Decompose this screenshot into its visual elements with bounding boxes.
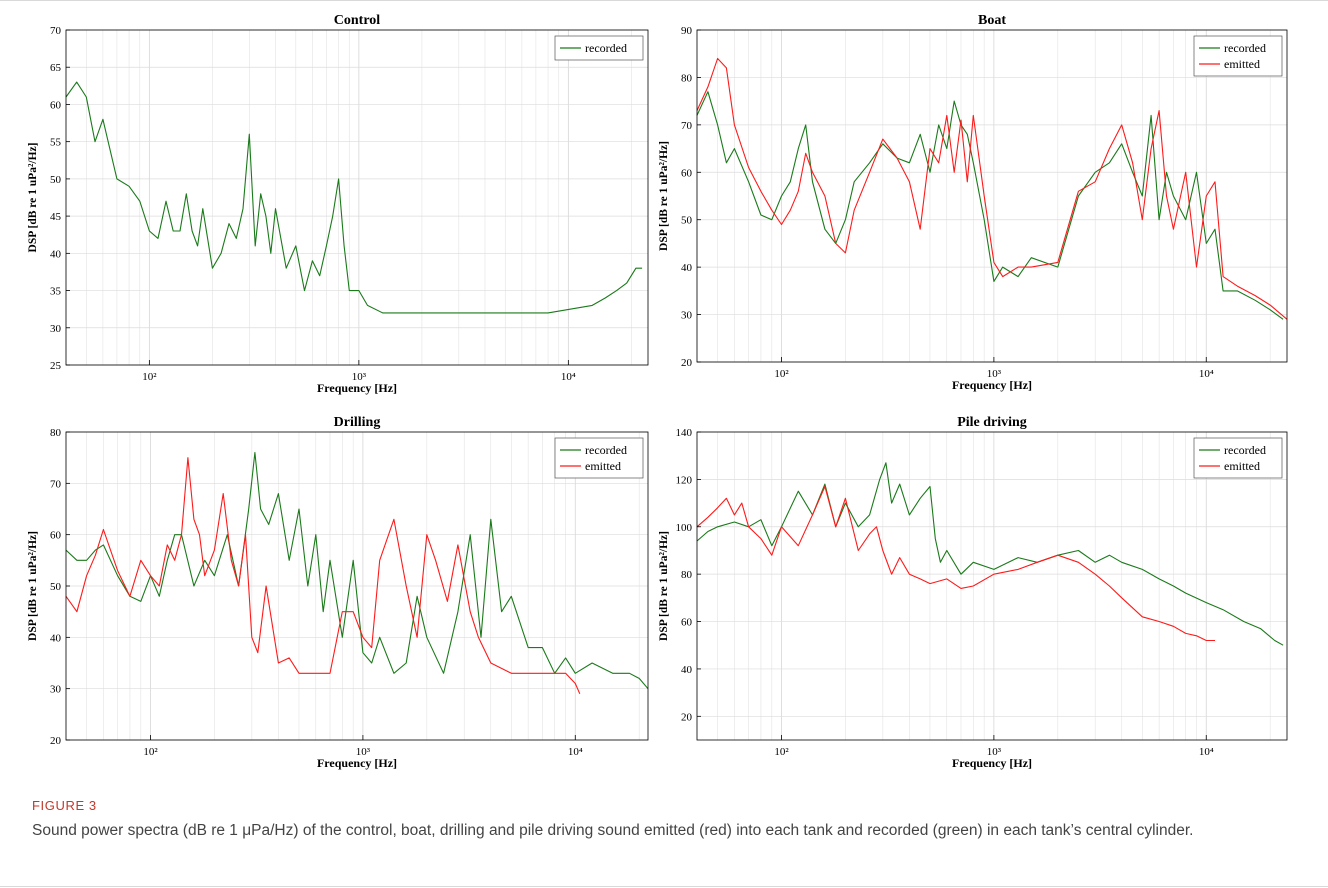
chart-drilling-legend <box>554 437 644 479</box>
chart-boat-title: Boat <box>978 13 1006 28</box>
chart-boat-y-axis-label: DSP [dB re 1 uPa²/Hz] <box>658 141 670 251</box>
chart-boat-y-tick-label: 40 <box>681 262 693 274</box>
chart-pile-driving: 20 40 60 80 100 120 140 10² 10³ 10⁴ Pile driving Fr… <box>658 415 1288 770</box>
chart-boat-y-tick-label: 60 <box>681 167 693 179</box>
chart-control-x-tick-label: 10⁴ <box>561 371 576 383</box>
chart-boat-legend <box>1193 35 1283 77</box>
chart-boat-x-tick-label: 10³ <box>987 368 1002 380</box>
chart-pile-driving-legend <box>1193 437 1283 479</box>
top-divider <box>0 0 1328 1</box>
chart-drilling-x-tick-label: 10⁴ <box>568 746 583 758</box>
chart-control-plot-area <box>66 30 648 365</box>
chart-drilling-x-axis-label: Frequency [Hz] <box>317 756 397 770</box>
chart-control-series-recorded <box>65 81 643 314</box>
figure-label: FIGURE 3 <box>32 798 97 813</box>
chart-drilling-y-tick-label: 20 <box>50 735 62 747</box>
chart-pile-driving-y-axis-label: DSP [dB re 1 uPa²/Hz] <box>658 531 670 641</box>
chart-pile-driving-y-tick-label: 120 <box>676 474 693 486</box>
chart-boat-plot-area <box>697 30 1287 362</box>
chart-control-y-tick-label: 70 <box>50 25 62 37</box>
chart-drilling-y-tick-label: 70 <box>50 478 62 490</box>
chart-pile-driving-y-tick-label: 60 <box>681 617 693 629</box>
chart-control-x-tick-label: 10² <box>142 371 157 383</box>
chart-drilling-y-tick-label: 60 <box>50 530 62 542</box>
chart-drilling-y-tick-label: 40 <box>50 632 62 644</box>
chart-control-y-tick-label: 40 <box>50 248 62 260</box>
chart-boat-x-tick-label: 10⁴ <box>1199 368 1214 380</box>
figure-caption: Sound power spectra (dB re 1 μPa/Hz) of … <box>32 822 1194 839</box>
chart-drilling-x-tick-label: 10³ <box>356 746 371 758</box>
chart-control-y-tick-label: 45 <box>50 211 62 223</box>
chart-control-y-axis-label: DSP [dB re 1 uPa²/Hz] <box>27 143 39 253</box>
chart-boat-series-emitted <box>696 57 1288 320</box>
chart-control-legend-label-recorded: recorded <box>585 41 627 55</box>
chart-control-axes-frame <box>65 29 649 366</box>
chart-control: 25 30 35 40 45 50 55 60 65 70 10² 10³ 10⁴ Control Freq… <box>27 13 649 395</box>
chart-pile-driving-y-tick-label: 40 <box>681 664 693 676</box>
chart-boat: 20 30 40 50 60 70 80 90 10² 10³ 10⁴ Boat Frequency [… <box>658 13 1288 392</box>
chart-drilling-y-axis-label: DSP [dB re 1 uPa²/Hz] <box>27 531 39 641</box>
chart-boat-legend-label-emitted: emitted <box>1224 57 1260 71</box>
chart-control-x-tick-label: 10³ <box>352 371 367 383</box>
chart-drilling-x-tick-label: 10² <box>143 746 158 758</box>
chart-pile-driving-series-emitted <box>696 485 1215 642</box>
chart-boat-legend-label-recorded: recorded <box>1224 41 1266 55</box>
chart-control-y-tick-label: 30 <box>50 323 62 335</box>
chart-pile-driving-plot-area <box>697 432 1287 740</box>
chart-pile-driving-y-tick-label: 100 <box>676 522 693 534</box>
chart-boat-y-tick-label: 90 <box>681 25 693 37</box>
chart-boat-y-tick-label: 20 <box>681 357 693 369</box>
chart-pile-driving-legend-label-emitted: emitted <box>1224 459 1260 473</box>
chart-boat-axes-frame <box>696 29 1288 363</box>
chart-pile-driving-y-tick-label: 20 <box>681 711 693 723</box>
chart-pile-driving-y-tick-label: 80 <box>681 569 693 581</box>
chart-drilling-y-tick-label: 50 <box>50 581 62 593</box>
chart-boat-y-tick-label: 30 <box>681 310 693 322</box>
chart-pile-driving-y-tick-label: 140 <box>676 427 693 439</box>
chart-drilling-y-tick-label: 80 <box>50 427 62 439</box>
chart-drilling-series-recorded <box>65 451 649 690</box>
chart-control-y-tick-label: 25 <box>50 360 62 372</box>
chart-control-x-axis-label: Frequency [Hz] <box>317 381 397 395</box>
chart-drilling-title: Drilling <box>334 415 381 430</box>
chart-pile-driving-x-tick-label: 10² <box>774 746 789 758</box>
chart-pile-driving-axes-frame <box>696 431 1288 741</box>
chart-boat-y-tick-label: 80 <box>681 72 693 84</box>
chart-pile-driving-legend-label-recorded: recorded <box>1224 443 1266 457</box>
chart-drilling-legend-label-emitted: emitted <box>585 459 621 473</box>
chart-pile-driving-x-axis-label: Frequency [Hz] <box>952 756 1032 770</box>
chart-pile-driving-title: Pile driving <box>957 415 1027 430</box>
chart-pile-driving-series-recorded <box>696 462 1284 646</box>
chart-boat-x-axis-label: Frequency [Hz] <box>952 378 1032 392</box>
chart-control-y-tick-label: 65 <box>50 62 62 74</box>
chart-boat-x-tick-label: 10² <box>774 368 789 380</box>
chart-drilling-series-emitted <box>65 457 581 695</box>
chart-pile-driving-x-tick-label: 10³ <box>987 746 1002 758</box>
figure-caption-block: FIGURE 3 Sound power spectra (dB re 1 μP… <box>32 798 1302 842</box>
chart-control-title: Control <box>334 13 381 28</box>
chart-boat-y-tick-label: 50 <box>681 215 693 227</box>
chart-control-y-tick-label: 50 <box>50 174 62 186</box>
chart-control-y-tick-label: 35 <box>50 286 62 298</box>
chart-pile-driving-x-tick-label: 10⁴ <box>1199 746 1214 758</box>
chart-drilling: 20 30 40 50 60 70 80 10² 10³ 10⁴ Drilling Frequency… <box>27 415 649 770</box>
chart-boat-series-recorded <box>696 91 1284 320</box>
chart-boat-y-tick-label: 70 <box>681 120 693 132</box>
chart-drilling-legend-label-recorded: recorded <box>585 443 627 457</box>
chart-control-y-tick-label: 60 <box>50 99 62 111</box>
chart-drilling-y-tick-label: 30 <box>50 684 62 696</box>
bottom-divider <box>0 886 1328 887</box>
chart-control-y-tick-label: 55 <box>50 137 62 149</box>
